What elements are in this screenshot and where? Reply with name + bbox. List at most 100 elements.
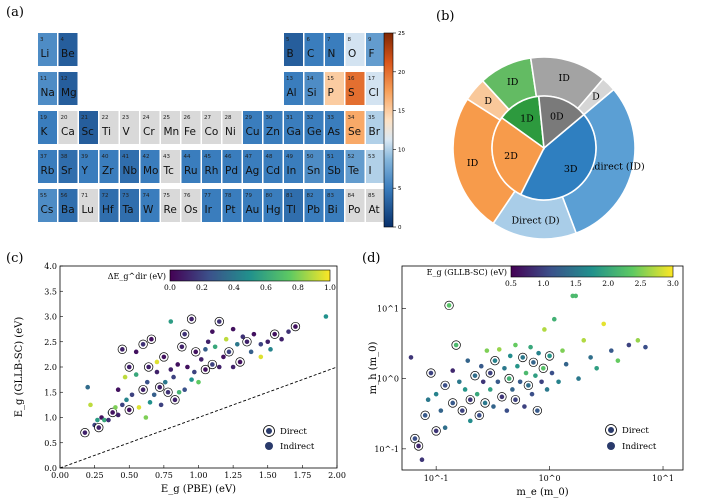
x-tick-label: 1.75 [293,471,311,480]
element-symbol: Ca [61,126,75,138]
legend-indirect-marker [607,442,615,450]
element-number: 38 [61,154,68,160]
element-number: 42 [143,154,150,160]
element-number: 40 [102,154,109,160]
direct-point [428,370,434,376]
element-symbol: Zr [102,165,114,177]
element-cell [366,72,385,105]
indirect-point [248,349,254,355]
colorbar [510,265,674,278]
indirect-point [438,408,444,413]
direct-point [126,407,132,413]
indirect-point [258,341,264,347]
panel-label-d: (d) [362,251,380,266]
indirect-point [635,338,641,343]
direct-point [272,331,277,337]
element-cell [222,150,242,183]
element-symbol: O [348,48,356,60]
element-cell [38,72,57,105]
element-cell [79,189,98,222]
element-cell [99,111,119,144]
element-symbol: W [143,204,154,216]
element-number: 43 [163,154,170,160]
direct-point [412,436,418,441]
direct-point [422,413,428,418]
element-symbol: Ge [307,126,322,138]
indirect-point [154,359,160,365]
element-cell [58,33,78,66]
element-symbol: Sc [82,126,95,138]
x-tick-label: 1.00 [190,471,208,480]
direct-point [453,342,459,348]
element-symbol: Ti [101,126,111,138]
direct-point [237,359,243,365]
indirect-point [176,389,182,395]
indirect-point [144,379,150,385]
x-tick-label: 10^0 [539,474,561,483]
element-number: 83 [327,193,334,199]
element-number: 28 [225,115,232,121]
indirect-point [182,387,187,393]
element-cell [243,111,262,144]
element-cell [304,111,324,144]
y-tick-label: 10^1 [377,304,399,313]
inner-slice [519,113,597,201]
colorbar-tick-label: 2.5 [635,279,647,288]
colorbar-tick-label: 0.0 [164,283,176,292]
indirect-point [265,339,271,345]
element-cell [284,189,303,222]
element-cell [263,111,283,144]
indirect-point [539,379,544,385]
element-symbol: Os [184,204,198,216]
indirect-point [502,366,507,371]
direct-point [140,341,146,347]
direct-point [499,394,505,400]
indirect-point [467,418,473,424]
element-symbol: S [348,87,355,99]
element-symbol: Cu [246,126,260,138]
indirect-point [573,293,579,299]
indirect-point [425,397,431,403]
direct-point [140,387,146,393]
element-cell [304,189,324,222]
element-symbol: Bi [328,204,338,216]
indirect-point [478,363,484,369]
colorbar-tick-label: 1.0 [537,279,549,288]
colorbar-tick-label: 0.6 [260,283,272,292]
indirect-point [484,348,490,353]
inner-slice [491,116,546,196]
outer-slice-label: D [592,92,600,103]
element-number: 53 [368,154,375,160]
element-cell [38,150,57,183]
indirect-point [513,342,518,348]
direct-point [226,349,232,355]
indirect-point [442,425,448,430]
direct-point [193,349,199,355]
indirect-point [113,405,118,410]
indirect-point [205,339,211,345]
legend-indirect-label: Indirect [622,442,657,452]
element-symbol: Y [81,165,89,177]
indirect-point [576,376,581,381]
element-symbol: Ir [205,204,213,216]
element-cell [222,189,242,222]
indirect-point [515,363,520,369]
element-number: 26 [184,115,191,121]
indirect-point [528,344,533,350]
element-number: 71 [81,193,88,199]
y-tick-label: 3.5 [44,287,57,296]
indirect-point [457,379,462,385]
element-cell [345,111,365,144]
outer-slice-label: Indirect (ID) [585,161,645,172]
indirect-point [523,370,529,376]
indirect-point [462,387,468,392]
direct-point [476,413,482,418]
element-cell [345,72,365,105]
indirect-point [129,392,135,398]
x-tick-label: 0.00 [51,471,69,480]
element-number: 30 [266,115,273,121]
element-number: 12 [61,76,68,82]
panel-b-donut-chart: Indirect (ID) Direct (D) ID D ID ID D 3D 2D 1D 0D [452,56,645,240]
indirect-point [185,364,190,370]
element-cell [99,150,119,183]
